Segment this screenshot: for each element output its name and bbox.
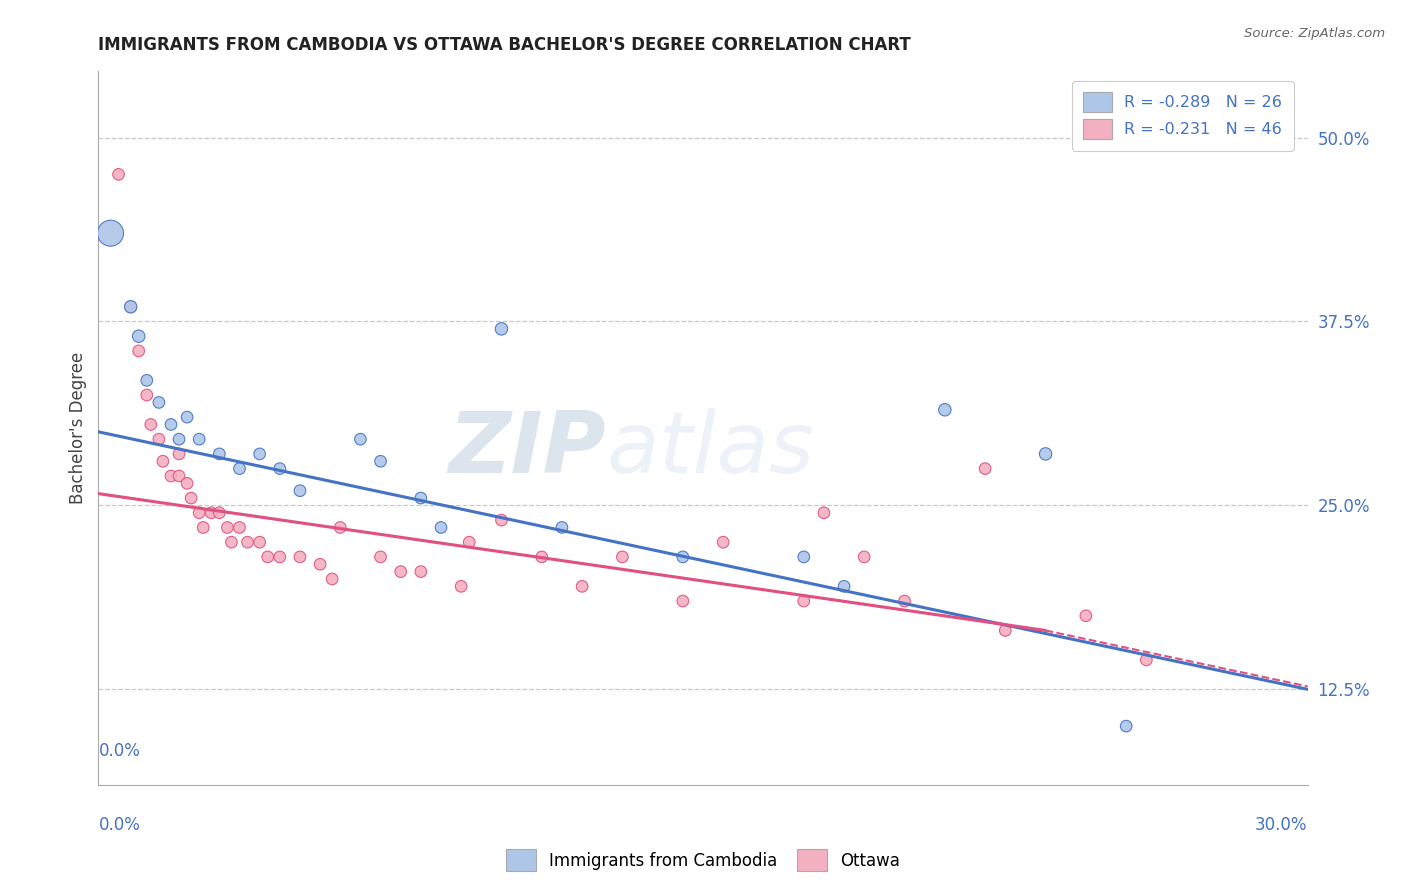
Point: [551, 520, 574, 534]
Point: [200, 506, 222, 520]
Point: [672, 594, 695, 608]
Point: [228, 520, 250, 534]
Point: [389, 565, 412, 579]
Point: [612, 549, 634, 564]
Point: [893, 594, 915, 608]
Point: [148, 432, 170, 446]
Point: [128, 343, 150, 358]
Legend: Immigrants from Cambodia, Ottawa: Immigrants from Cambodia, Ottawa: [498, 841, 908, 880]
Point: [193, 520, 215, 534]
Point: [167, 447, 190, 461]
Text: Source: ZipAtlas.com: Source: ZipAtlas.com: [1244, 27, 1385, 40]
Point: [409, 491, 432, 505]
Point: [135, 388, 157, 402]
Text: atlas: atlas: [606, 408, 814, 491]
Point: [100, 226, 122, 240]
Point: [217, 520, 239, 534]
Point: [974, 461, 997, 475]
Y-axis label: Bachelor's Degree: Bachelor's Degree: [69, 352, 87, 504]
Text: ZIP: ZIP: [449, 408, 606, 491]
Point: [139, 417, 162, 432]
Text: 30.0%: 30.0%: [1256, 816, 1308, 834]
Point: [269, 461, 291, 475]
Point: [236, 535, 259, 549]
Point: [430, 520, 453, 534]
Point: [491, 322, 513, 336]
Point: [458, 535, 481, 549]
Point: [1074, 608, 1097, 623]
Point: [349, 432, 371, 446]
Point: [409, 565, 432, 579]
Point: [256, 549, 278, 564]
Point: [167, 432, 190, 446]
Text: 0.0%: 0.0%: [98, 816, 141, 834]
Point: [249, 447, 271, 461]
Point: [813, 506, 835, 520]
Point: [180, 491, 202, 505]
Point: [1135, 653, 1157, 667]
Point: [1115, 719, 1137, 733]
Point: [269, 549, 291, 564]
Point: [188, 506, 211, 520]
Point: [1035, 447, 1057, 461]
Point: [160, 417, 183, 432]
Point: [148, 395, 170, 409]
Point: [530, 549, 553, 564]
Point: [152, 454, 174, 468]
Point: [188, 432, 211, 446]
Legend: R = -0.289   N = 26, R = -0.231   N = 46: R = -0.289 N = 26, R = -0.231 N = 46: [1071, 81, 1294, 151]
Point: [128, 329, 150, 343]
Point: [571, 579, 593, 593]
Point: [793, 594, 815, 608]
Point: [370, 549, 392, 564]
Point: [176, 410, 198, 425]
Point: [160, 469, 183, 483]
Point: [934, 402, 956, 417]
Point: [228, 461, 250, 475]
Point: [120, 300, 142, 314]
Point: [288, 483, 311, 498]
Point: [176, 476, 198, 491]
Point: [135, 373, 157, 387]
Point: [491, 513, 513, 527]
Point: [793, 549, 815, 564]
Point: [120, 300, 142, 314]
Text: IMMIGRANTS FROM CAMBODIA VS OTTAWA BACHELOR'S DEGREE CORRELATION CHART: IMMIGRANTS FROM CAMBODIA VS OTTAWA BACHE…: [98, 36, 911, 54]
Point: [321, 572, 343, 586]
Point: [450, 579, 472, 593]
Point: [853, 549, 876, 564]
Point: [249, 535, 271, 549]
Point: [167, 469, 190, 483]
Point: [329, 520, 352, 534]
Point: [672, 549, 695, 564]
Point: [107, 167, 129, 181]
Point: [208, 506, 231, 520]
Text: 0.0%: 0.0%: [98, 742, 141, 760]
Point: [370, 454, 392, 468]
Point: [288, 549, 311, 564]
Point: [221, 535, 243, 549]
Point: [711, 535, 734, 549]
Point: [208, 447, 231, 461]
Point: [994, 624, 1017, 638]
Point: [832, 579, 855, 593]
Point: [309, 558, 332, 572]
